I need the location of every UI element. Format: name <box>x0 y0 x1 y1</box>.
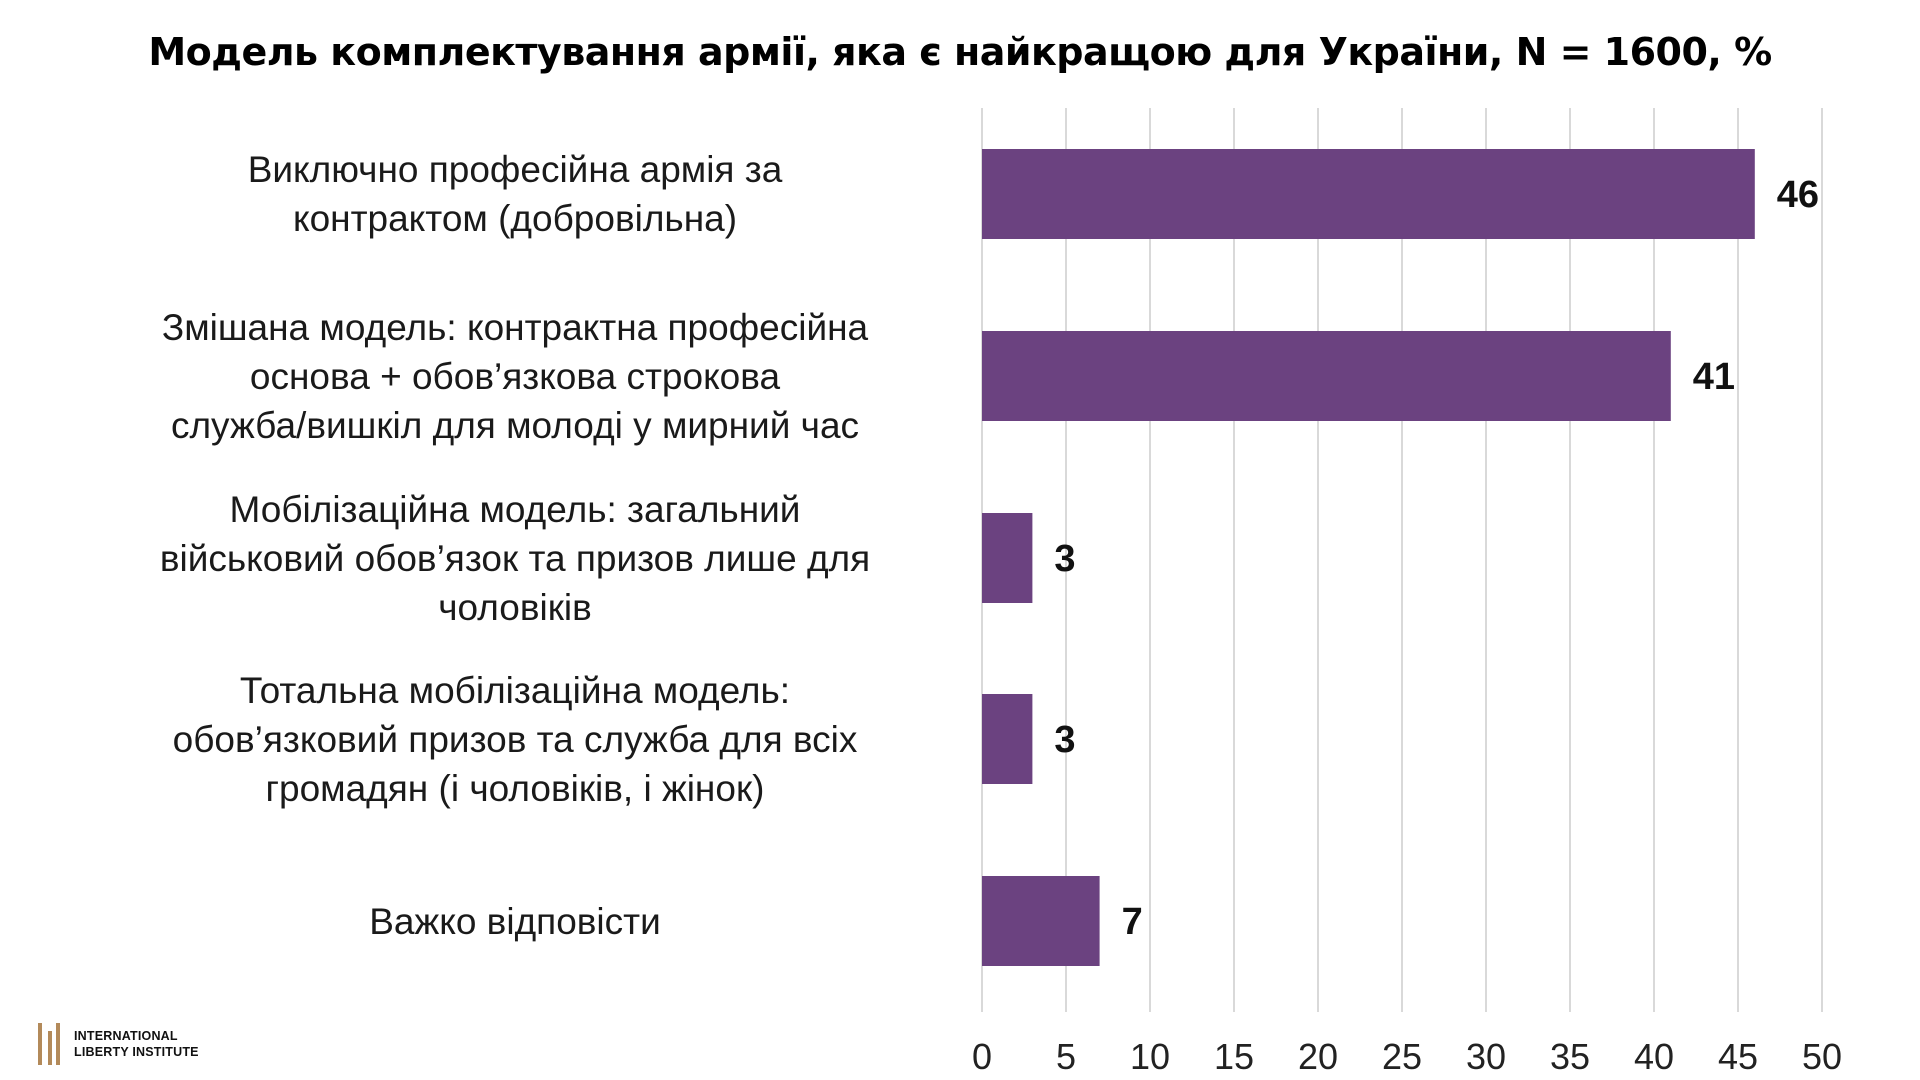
category-label-line: Виключно професійна армія за <box>247 149 783 190</box>
x-tick-label: 25 <box>1382 1036 1422 1077</box>
category-label-line: Важко відповісти <box>369 900 661 942</box>
data-label: 7 <box>1122 901 1143 943</box>
chart-title: Модель комплектування армії, яка є найкр… <box>148 30 1772 74</box>
international-liberty-institute-logo: International Liberty Institute <box>38 1022 199 1066</box>
category-label-line: обов’язковий призов та служба для всіх <box>172 718 858 760</box>
x-tick-label: 35 <box>1550 1036 1590 1077</box>
category-label-line: основа + обов’язкова строкова <box>249 355 781 397</box>
bar <box>982 513 1033 603</box>
bar <box>982 149 1755 239</box>
category-label-line: чоловіків <box>438 586 592 628</box>
logo-text: International Liberty Institute <box>74 1028 199 1060</box>
data-label: 46 <box>1777 174 1819 216</box>
category-label-line: військовий обов’язок та призов лише для <box>159 537 871 579</box>
category-label: Змішана модель: контрактна професійна осн… <box>85 303 945 450</box>
x-tick-label: 10 <box>1130 1036 1170 1077</box>
category-label-line: громадян (і чоловіків, і жінок) <box>265 767 765 809</box>
x-tick-label: 30 <box>1466 1036 1506 1077</box>
bar <box>982 331 1671 421</box>
category-label-line: Змішана модель: контрактна професійна <box>161 306 869 348</box>
data-label: 3 <box>1054 719 1075 761</box>
category-label: Тотальна мобілізаційна модель: обов’язков… <box>85 666 945 813</box>
logo-text-line1: International <box>74 1029 178 1043</box>
x-tick-label: 5 <box>1056 1036 1076 1077</box>
bar <box>982 694 1033 784</box>
category-label: Мобілізаційна модель: загальний військови… <box>85 485 945 632</box>
logo-text-line2: Liberty Institute <box>74 1045 199 1059</box>
category-label-line: Мобілізаційна модель: загальний <box>229 488 801 530</box>
x-tick-label: 45 <box>1718 1036 1758 1077</box>
category-label-line: Тотальна мобілізаційна модель: <box>239 669 791 711</box>
logo-mark-icon <box>38 1023 64 1065</box>
data-label: 3 <box>1054 538 1075 580</box>
bar <box>982 876 1100 966</box>
x-tick-label: 40 <box>1634 1036 1674 1077</box>
data-label: 41 <box>1693 356 1735 398</box>
x-tick-label: 20 <box>1298 1036 1338 1077</box>
category-label: Виключно професійна армія за контрактом (… <box>85 145 945 243</box>
x-tick-label: 15 <box>1214 1036 1254 1077</box>
x-tick-label: 0 <box>972 1036 992 1077</box>
category-label-line: контрактом (добровільна) <box>292 198 738 239</box>
category-label: Важко відповісти <box>85 897 945 946</box>
x-tick-label: 50 <box>1802 1036 1842 1077</box>
category-label-line: служба/вишкіл для молоді у мирний час <box>170 404 860 446</box>
